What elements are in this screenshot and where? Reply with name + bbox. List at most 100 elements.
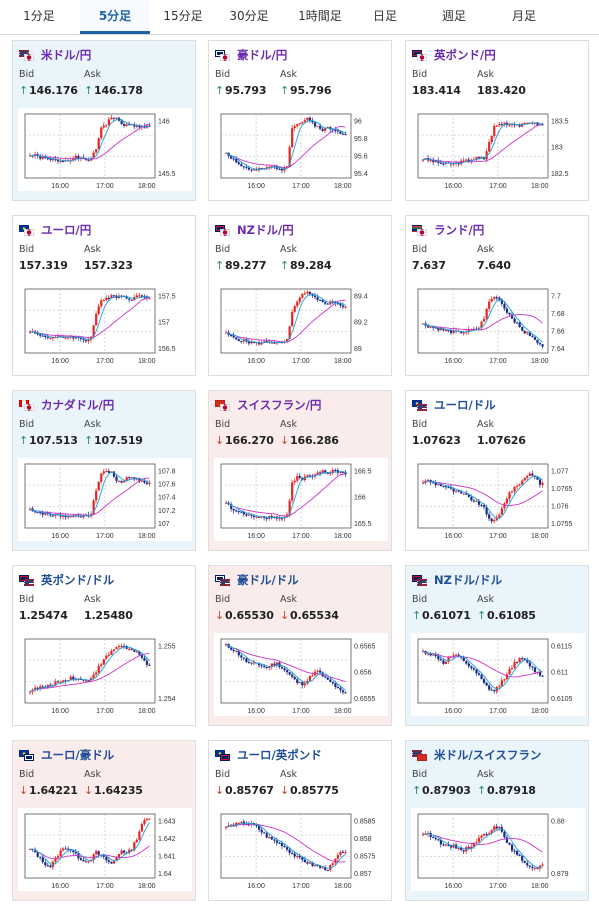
- pair-name[interactable]: ユーロ/英ポンド: [237, 748, 322, 762]
- candlestick-chart[interactable]: 16:00 17:00 18:00 7.7 7.68 7.66 7.64: [411, 283, 585, 366]
- candle: [429, 326, 432, 329]
- rate-card[interactable]: カナダドル/円 Bid Ask ↑107.513 ↑107.519 16:00 17:00 1…: [12, 390, 196, 551]
- candle: [541, 480, 544, 488]
- rate-card[interactable]: スイスフラン/円 Bid Ask ↓166.270 ↓166.286 16:00 17:00…: [208, 390, 392, 551]
- y-tick-label: 165.5: [354, 521, 372, 528]
- x-tick-label: 17:00: [489, 708, 507, 715]
- candle: [457, 847, 460, 851]
- pair-title[interactable]: 英ポンド/円: [412, 48, 496, 62]
- candle: [490, 517, 493, 524]
- pair-name[interactable]: ユーロ/円: [41, 223, 92, 237]
- candle: [321, 469, 324, 474]
- rate-card[interactable]: 豪ドル/ドル Bid Ask ↓0.65530 ↓0.65534 16:00 17:00 18…: [208, 565, 392, 726]
- us-flag: [24, 578, 34, 586]
- candle: [34, 684, 37, 693]
- arrow-down-icon: ↓: [280, 609, 290, 622]
- rate-card[interactable]: ユーロ/円 Bid Ask 157.319 157.323 16:00 17:00 18:00…: [12, 215, 196, 376]
- pair-name[interactable]: ユーロ/ドル: [434, 398, 496, 412]
- ma-slow-line: [422, 650, 543, 678]
- pair-title[interactable]: 豪ドル/円: [215, 48, 287, 62]
- candlestick-chart[interactable]: 16:00 17:00 18:00 1.255 1.254: [18, 633, 192, 716]
- x-tick-label: 18:00: [531, 708, 549, 715]
- pair-title[interactable]: 米ドル/円: [19, 48, 91, 62]
- ma-fast-line: [422, 828, 543, 868]
- tab-4[interactable]: 30分足: [229, 9, 269, 23]
- candle: [437, 838, 440, 842]
- pair-name[interactable]: 豪ドル/円: [237, 48, 288, 62]
- x-tick-label: 18:00: [334, 883, 352, 890]
- rate-card[interactable]: 英ポンド/ドル Bid Ask 1.25474 1.25480 16:00 17:00 18:…: [12, 565, 196, 726]
- pair-title[interactable]: NZドル/円: [215, 223, 294, 237]
- candlestick-chart[interactable]: 16:00 17:00 18:00 107.8 107.6 107.4 107.2 107: [18, 458, 192, 541]
- tab-8[interactable]: 月足: [511, 9, 536, 23]
- pair-title[interactable]: NZドル/ドル: [412, 573, 502, 587]
- pair-name[interactable]: 米ドル/円: [41, 48, 92, 62]
- candlestick-chart[interactable]: 16:00 17:00 18:00 96 95.8 95.6 95.4: [214, 108, 388, 191]
- pair-name[interactable]: NZドル/ドル: [434, 573, 503, 587]
- pair-name[interactable]: 英ポンド/円: [434, 48, 496, 62]
- rate-card[interactable]: 米ドル/スイスフラン Bid Ask ↑0.87903 ↑0.87918 16:00 17:…: [405, 740, 589, 901]
- rate-card[interactable]: ユーロ/ドル Bid Ask 1.07623 1.07626 16:00 17:00 18:0…: [405, 390, 589, 551]
- pair-name[interactable]: ユーロ/豪ドル: [41, 748, 115, 762]
- pair-name[interactable]: 英ポンド/ドル: [41, 573, 115, 587]
- candle: [39, 683, 42, 691]
- pair-title[interactable]: 米ドル/スイスフラン: [412, 748, 541, 762]
- candle: [260, 167, 263, 170]
- candlestick-chart[interactable]: 16:00 17:00 18:00 0.6115 0.611 0.6105: [411, 633, 585, 716]
- candle: [444, 843, 448, 847]
- y-tick-label: 107: [158, 521, 170, 528]
- y-tick-label: 96: [354, 118, 362, 125]
- us-flag: [417, 578, 427, 586]
- candlestick-chart[interactable]: 16:00 17:00 18:00 0.8585 0.858 0.8575 0.857: [214, 808, 388, 891]
- candlestick-chart[interactable]: 16:00 17:00 18:00 157.5 157 156.5: [18, 283, 192, 366]
- pair-title[interactable]: カナダドル/円: [19, 398, 114, 412]
- pair-title[interactable]: ランド/円: [412, 223, 484, 237]
- rate-card[interactable]: ユーロ/英ポンド Bid Ask ↓0.85767 ↓0.85775 16:00 17:00…: [208, 740, 392, 901]
- flag-pair-icon: [19, 749, 35, 761]
- rate-card[interactable]: ランド/円 Bid Ask 7.637 7.640 16:00 17:00 18:00 7.7 7…: [405, 215, 589, 376]
- candlestick-chart[interactable]: 16:00 17:00 18:00 0.6565 0.656 0.6555: [214, 633, 388, 716]
- candlestick-chart[interactable]: 16:00 17:00 18:00 1.643 1.642 1.641 1.64: [18, 808, 192, 891]
- bid-number: 1.07623: [412, 434, 461, 447]
- tab-3[interactable]: 15分足: [163, 9, 203, 23]
- candlestick-chart[interactable]: 16:00 17:00 18:00 89.4 89.2 89: [214, 283, 388, 366]
- pair-title[interactable]: ユーロ/ドル: [412, 398, 496, 412]
- candlestick-chart[interactable]: 16:00 17:00 18:00 183.5 183 182.5: [411, 108, 585, 191]
- rate-card[interactable]: 豪ドル/円 Bid Ask ↑95.793 ↑95.796 16:00 17:00 18:00…: [208, 40, 392, 201]
- pair-title[interactable]: 英ポンド/ドル: [19, 573, 114, 587]
- candle: [329, 470, 332, 477]
- rate-card[interactable]: NZドル/円 Bid Ask ↑89.277 ↑89.284 16:00 17:00 18:0…: [208, 215, 392, 376]
- pair-name[interactable]: NZドル/円: [237, 223, 294, 237]
- candle: [452, 652, 455, 659]
- candlestick-chart[interactable]: 16:00 17:00 18:00 166.5 166 165.5: [214, 458, 388, 541]
- candlestick-chart[interactable]: 16:00 17:00 18:00 146 145.5: [18, 108, 192, 191]
- pair-name[interactable]: 米ドル/スイスフラン: [434, 748, 542, 762]
- pair-title[interactable]: ユーロ/円: [19, 223, 91, 237]
- tab-1[interactable]: 1分足: [23, 9, 55, 23]
- pair-title[interactable]: 豪ドル/ドル: [215, 573, 299, 587]
- rate-card[interactable]: 英ポンド/円 Bid Ask 183.414 183.420 16:00 17:00 18:0…: [405, 40, 589, 201]
- tab-7[interactable]: 週足: [441, 9, 466, 23]
- pair-name[interactable]: スイスフラン/円: [237, 398, 322, 412]
- pair-title[interactable]: ユーロ/英ポンド: [215, 748, 322, 762]
- ma-slow-line: [225, 643, 346, 682]
- candlestick-chart[interactable]: 16:00 17:00 18:00 0.88 0.879: [411, 808, 585, 891]
- ask-number: 157.323: [84, 259, 133, 272]
- candle: [308, 675, 312, 682]
- rate-card[interactable]: 米ドル/円 Bid Ask ↑146.176 ↑146.178 16:00 17:00 18:…: [12, 40, 196, 201]
- candle: [107, 117, 110, 127]
- rate-card[interactable]: ユーロ/豪ドル Bid Ask ↓1.64221 ↓1.64235 16:00 17:00 1…: [12, 740, 196, 901]
- rate-card[interactable]: NZドル/ドル Bid Ask ↑0.61071 ↑0.61085 16:00 17:00 1…: [405, 565, 589, 726]
- ask-label: Ask: [477, 419, 494, 430]
- pair-title[interactable]: ユーロ/豪ドル: [19, 748, 114, 762]
- plot-frame: [24, 813, 156, 879]
- candlestick-chart[interactable]: 16:00 17:00 18:00 1.077 1.0765 1.076 1.0755: [411, 458, 585, 541]
- y-tick-label: 1.0755: [551, 521, 573, 528]
- pair-name[interactable]: 豪ドル/ドル: [237, 573, 299, 587]
- tab-6[interactable]: 日足: [372, 9, 397, 23]
- pair-name[interactable]: ランド/円: [434, 223, 485, 237]
- tab-5[interactable]: 1時間足: [298, 9, 342, 23]
- tab-2[interactable]: 5分足: [80, 0, 150, 34]
- pair-name[interactable]: カナダドル/円: [41, 398, 115, 412]
- pair-title[interactable]: スイスフラン/円: [215, 398, 321, 412]
